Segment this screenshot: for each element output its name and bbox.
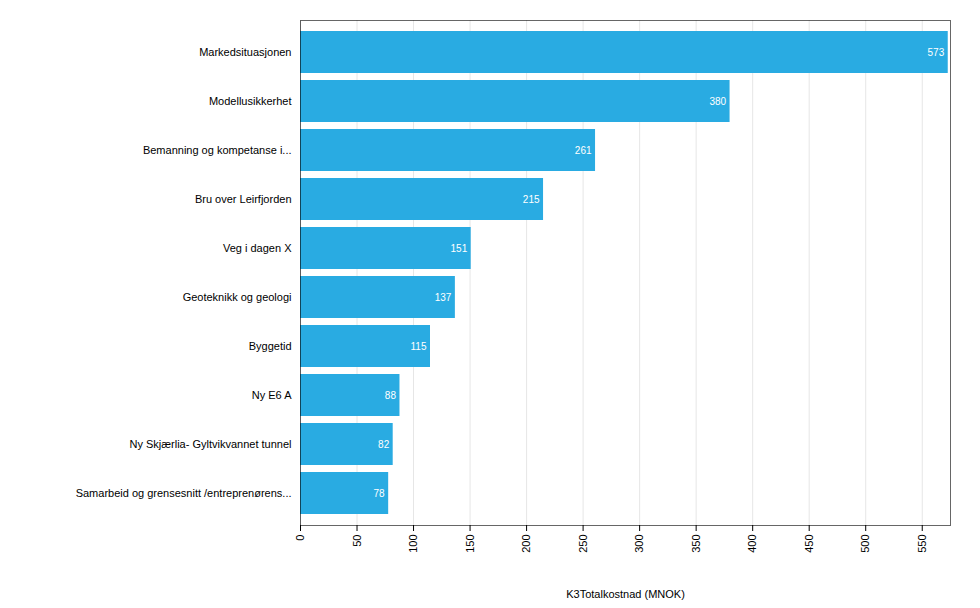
svg-text:K3Totalkostnad (MNOK): K3Totalkostnad (MNOK) [566, 588, 685, 600]
svg-text:115: 115 [411, 341, 427, 352]
svg-text:500: 500 [859, 535, 871, 553]
svg-text:Markedsituasjonen: Markedsituasjonen [199, 46, 291, 58]
svg-text:400: 400 [746, 535, 758, 553]
svg-text:380: 380 [709, 96, 726, 107]
svg-text:151: 151 [451, 243, 468, 254]
svg-text:Bemanning og kompetanse i...: Bemanning og kompetanse i... [143, 144, 292, 156]
svg-text:573: 573 [928, 47, 945, 58]
svg-text:Modellusikkerhet: Modellusikkerhet [209, 95, 292, 107]
svg-text:Bru over Leirfjorden: Bru over Leirfjorden [195, 193, 292, 205]
svg-text:200: 200 [520, 535, 532, 553]
svg-text:250: 250 [577, 535, 589, 553]
svg-text:78: 78 [374, 488, 386, 499]
svg-text:Samarbeid og grensesnitt /entr: Samarbeid og grensesnitt /entreprenørens… [76, 487, 292, 499]
svg-text:137: 137 [435, 292, 452, 303]
svg-text:450: 450 [803, 535, 815, 553]
svg-text:150: 150 [464, 535, 476, 553]
svg-text:Ny Skjærlia- Gyltvikvannet tun: Ny Skjærlia- Gyltvikvannet tunnel [129, 438, 291, 450]
svg-text:0: 0 [294, 535, 306, 541]
svg-text:82: 82 [378, 439, 390, 450]
svg-text:88: 88 [385, 390, 397, 401]
svg-text:Veg i dagen X: Veg i dagen X [223, 242, 292, 254]
svg-text:50: 50 [351, 535, 363, 547]
svg-text:Geoteknikk og geologi: Geoteknikk og geologi [183, 291, 292, 303]
svg-text:261: 261 [575, 145, 592, 156]
svg-text:Byggetid: Byggetid [249, 340, 292, 352]
svg-text:350: 350 [690, 535, 702, 553]
svg-text:550: 550 [916, 535, 928, 553]
svg-text:300: 300 [633, 535, 645, 553]
svg-text:100: 100 [407, 535, 419, 553]
svg-text:Ny E6 A: Ny E6 A [252, 389, 292, 401]
svg-text:215: 215 [523, 194, 540, 205]
